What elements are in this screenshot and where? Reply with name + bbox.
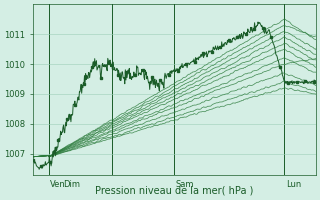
X-axis label: Pression niveau de la mer( hPa ): Pression niveau de la mer( hPa ) <box>95 186 253 196</box>
Text: Sam: Sam <box>176 180 194 189</box>
Text: Lun: Lun <box>286 180 301 189</box>
Text: Dim: Dim <box>63 180 80 189</box>
Text: Ven: Ven <box>50 180 66 189</box>
